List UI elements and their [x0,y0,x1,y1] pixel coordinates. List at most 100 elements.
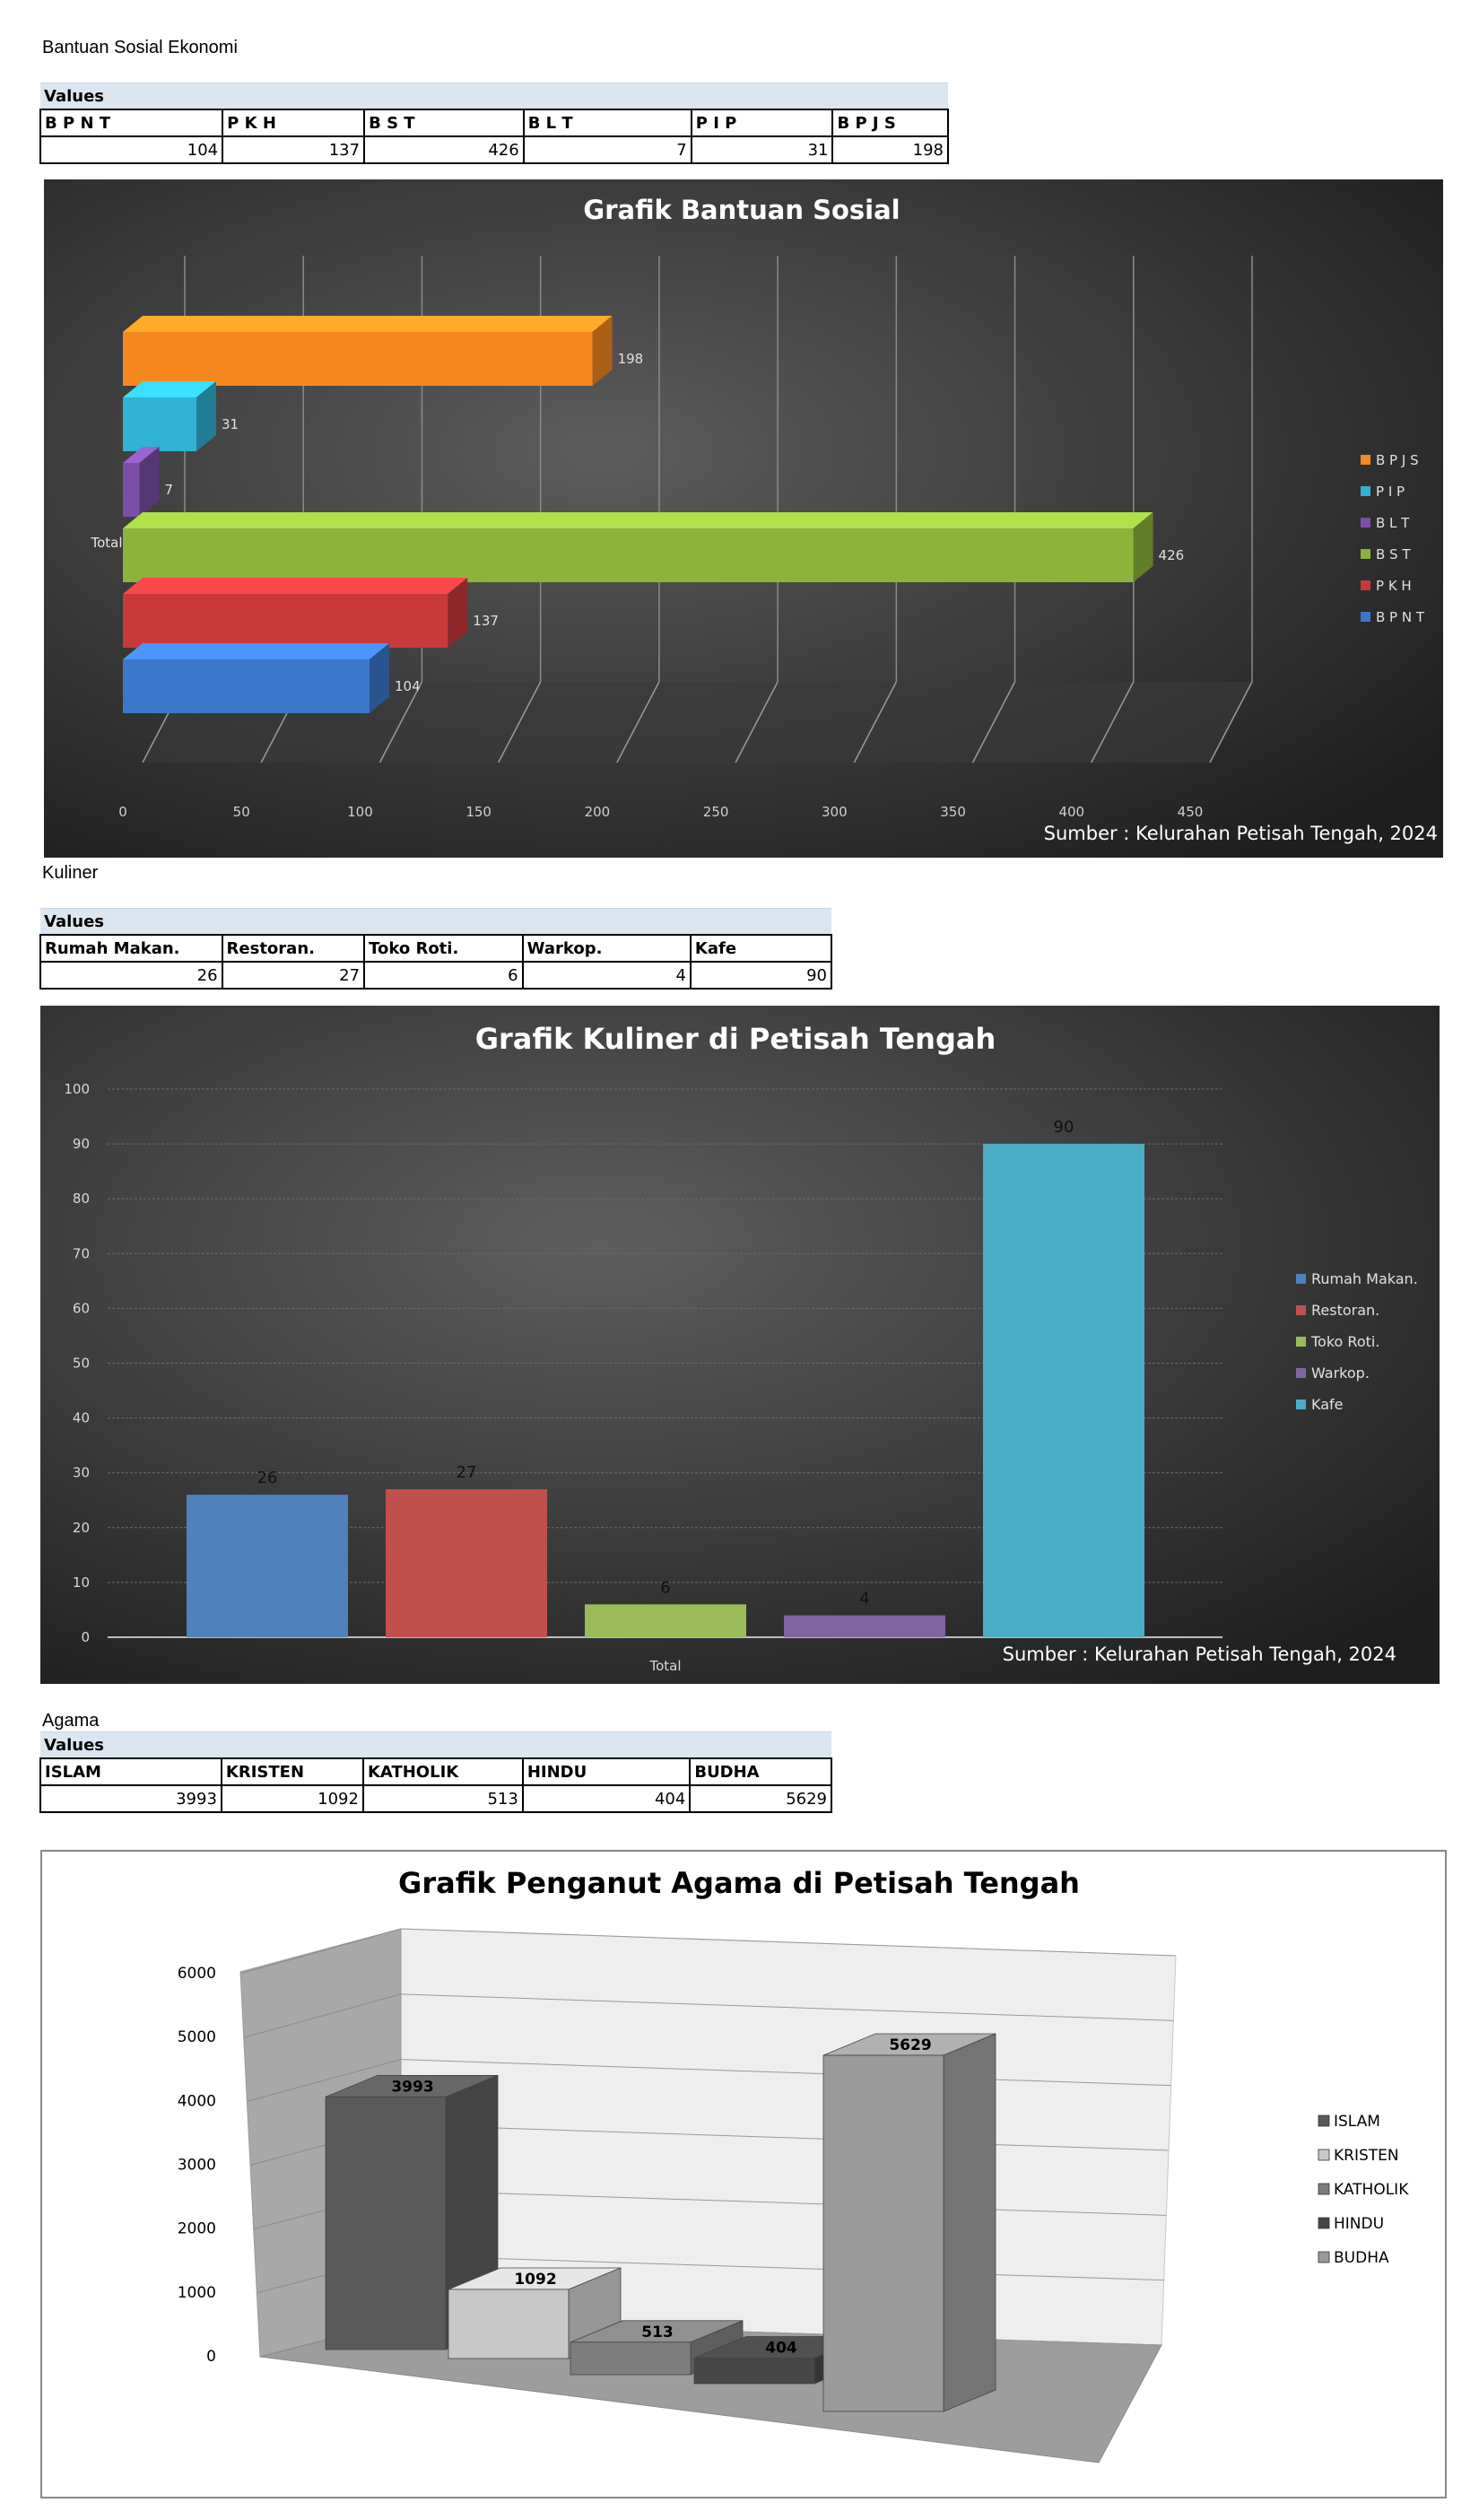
x-tick-label: 400 [1058,804,1084,820]
legend-label: Toko Roti. [1310,1333,1379,1350]
legend-swatch [1318,2115,1330,2127]
gridline [1209,681,1253,763]
column-header: KRISTEN [220,1757,364,1786]
column-header: Warkop. [521,934,692,963]
legend-swatch [1361,612,1370,622]
column-header: B S T [363,109,525,137]
data-label: 5629 [889,2036,931,2054]
data-label: 198 [618,351,644,367]
bar [123,332,593,386]
section-title-bansos: Bantuan Sosial Ekonomi [42,38,238,57]
legend-label: HINDU [1334,2215,1384,2233]
y-tick-label: 90 [73,1136,90,1152]
legend-label: Kafe [1311,1396,1344,1413]
table-cell: 27 [221,961,366,990]
y-tick-label: 2000 [178,2220,216,2238]
table-cell: 1092 [220,1784,364,1813]
y-tick-label: 50 [73,1356,90,1372]
x-tick-label: 50 [233,804,250,820]
pivot-table-agama: Values ISLAM KRISTEN KATHOLIK HINDU BUDHA 3993… [39,1731,832,1813]
column-header: Kafe [689,934,833,963]
table-cell: 198 [831,135,949,164]
bar [123,594,448,648]
legend-label: B L T [1376,515,1410,531]
legend-label: P I P [1376,484,1405,500]
x-tick-label: 300 [822,804,848,820]
gridline [400,1928,1177,1957]
table-cell: 404 [521,1784,692,1813]
values-label: Values [40,908,831,935]
column-header: B P N T [39,109,224,137]
bar [585,1604,746,1637]
column [448,2289,570,2359]
data-label: 26 [257,1469,278,1487]
category-label: Total [90,535,122,551]
legend-label: BUDHA [1334,2249,1389,2267]
y-tick-label: 30 [73,1465,90,1481]
x-tick-label: 350 [940,804,966,820]
column [570,2341,692,2376]
legend-swatch [1296,1337,1306,1347]
pivot-table-kuliner: Values Rumah Makan. Restoran. Toko Roti. War… [39,908,833,990]
data-label: 1092 [514,2271,556,2289]
data-label: 31 [222,416,239,432]
bar-top [123,381,216,397]
table-cell: 5629 [689,1784,832,1813]
gridline [735,681,779,763]
table-cell: 3993 [39,1784,222,1813]
data-label: 137 [473,613,499,629]
y-tick-label: 70 [73,1245,90,1261]
data-label: 4 [859,1590,869,1609]
gridline [378,681,423,763]
column-header: KATHOLIK [361,1757,524,1786]
values-label: Values [40,1731,831,1758]
gridline [400,1993,1174,2021]
chart-source: Sumber : Kelurahan Petisah Tengah, 2024 [1003,1644,1396,1665]
bar-side [1133,512,1153,582]
gridline [243,1993,402,2038]
x-tick-label: 150 [465,804,492,820]
y-tick-label: 4000 [178,2092,216,2110]
column-header: P K H [222,109,366,137]
legend-swatch [1296,1274,1306,1284]
gridline [247,2059,402,2102]
bar [983,1144,1144,1637]
chart-title: Grafik Bantuan Sosial [583,195,900,225]
chart-title: Grafik Kuliner di Petisah Tengah [475,1022,996,1056]
data-label: 104 [395,678,421,694]
section-title-agama: Agama [42,1711,100,1731]
chart-title: Grafik Penganut Agama di Petisah Tengah [398,1866,1080,1900]
gridline [498,681,542,763]
table-cell: 7 [522,135,692,164]
y-tick-label: 3000 [178,2157,216,2175]
section-title-kuliner: Kuliner [42,863,99,883]
legend-label: Warkop. [1311,1365,1370,1382]
legend-swatch [1296,1400,1306,1409]
data-label: 513 [641,2324,674,2341]
y-tick-label: 80 [73,1190,90,1207]
legend-swatch [1318,2149,1330,2161]
bar [123,528,1134,582]
x-tick-label: 100 [347,804,373,820]
gridline [971,681,1016,763]
bar-side [592,316,613,386]
column-header: Toko Roti. [363,934,524,963]
table-cell: 137 [222,135,366,164]
column [822,2054,944,2412]
gridline [1091,681,1135,763]
y-tick-label: 5000 [178,2028,216,2046]
legend-label: B S T [1376,546,1411,562]
bar-side [139,447,160,517]
table-cell: 26 [39,961,223,990]
data-label: 27 [457,1463,477,1482]
gridline [400,2189,1167,2216]
column-header: ISLAM [39,1757,222,1786]
y-tick-label: 0 [206,2348,216,2366]
column [693,2358,815,2385]
y-tick-label: 6000 [178,1965,216,1983]
column-side [943,2033,996,2412]
legend-label: KRISTEN [1334,2147,1399,2165]
legend-swatch [1318,2217,1330,2229]
gridline [853,681,897,763]
